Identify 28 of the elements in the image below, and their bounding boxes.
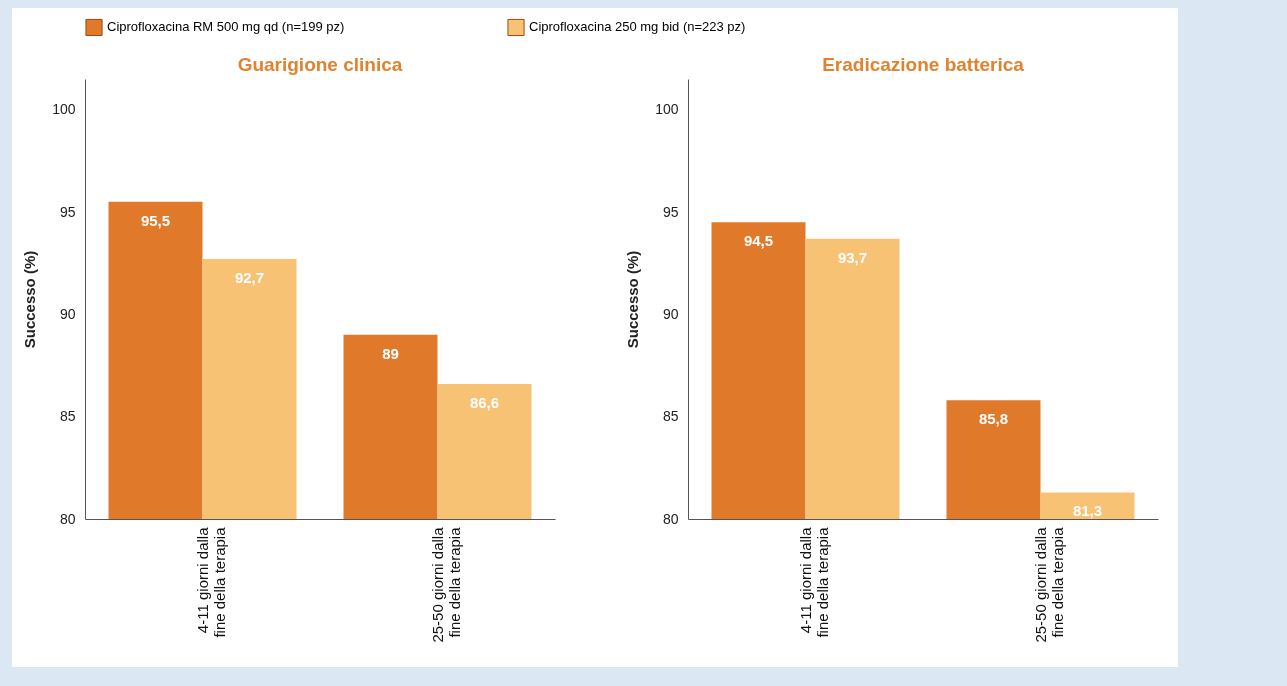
y-tick-label: 90 [59,305,76,322]
y-tick-label: 85 [59,408,76,425]
x-tick-label: 4-11 giorni dalla fine della terapia [796,526,831,638]
y-tick-label: 90 [662,305,679,322]
chart-title: Guarigione clinica [237,54,403,75]
y-tick-label: 100 [52,101,76,118]
data-label: 89 [382,344,399,362]
data-label: 86,6 [469,393,500,411]
y-tick-label: 100 [655,101,679,118]
legend-label: Ciprofloxacina 250 mg bid (n=223 pz) [529,19,746,35]
y-axis-title: Successo (%) [21,250,39,349]
data-label: 85,8 [978,410,1009,428]
data-label: 93,7 [837,248,868,266]
data-label: 95,5 [140,211,171,229]
data-label: 92,7 [234,269,265,287]
y-tick-label: 95 [662,203,679,220]
x-tick-label: 25-50 giorni dalla fine della terapia [1031,526,1066,643]
y-tick-label: 80 [662,510,679,527]
x-tick-label: 25-50 giorni dalla fine della terapia [428,526,463,643]
chart-title: Eradicazione batterica [822,54,1025,75]
y-tick-label: 80 [59,510,76,527]
y-tick-label: 85 [662,408,679,425]
data-label: 94,5 [743,232,774,250]
data-label: 81,3 [1072,502,1103,520]
legend-label: Ciprofloxacina RM 500 mg qd (n=199 pz) [107,19,345,35]
y-axis-title: Successo (%) [624,250,642,349]
y-tick-label: 95 [59,203,76,220]
x-tick-label: 4-11 giorni dalla fine della terapia [193,526,228,638]
